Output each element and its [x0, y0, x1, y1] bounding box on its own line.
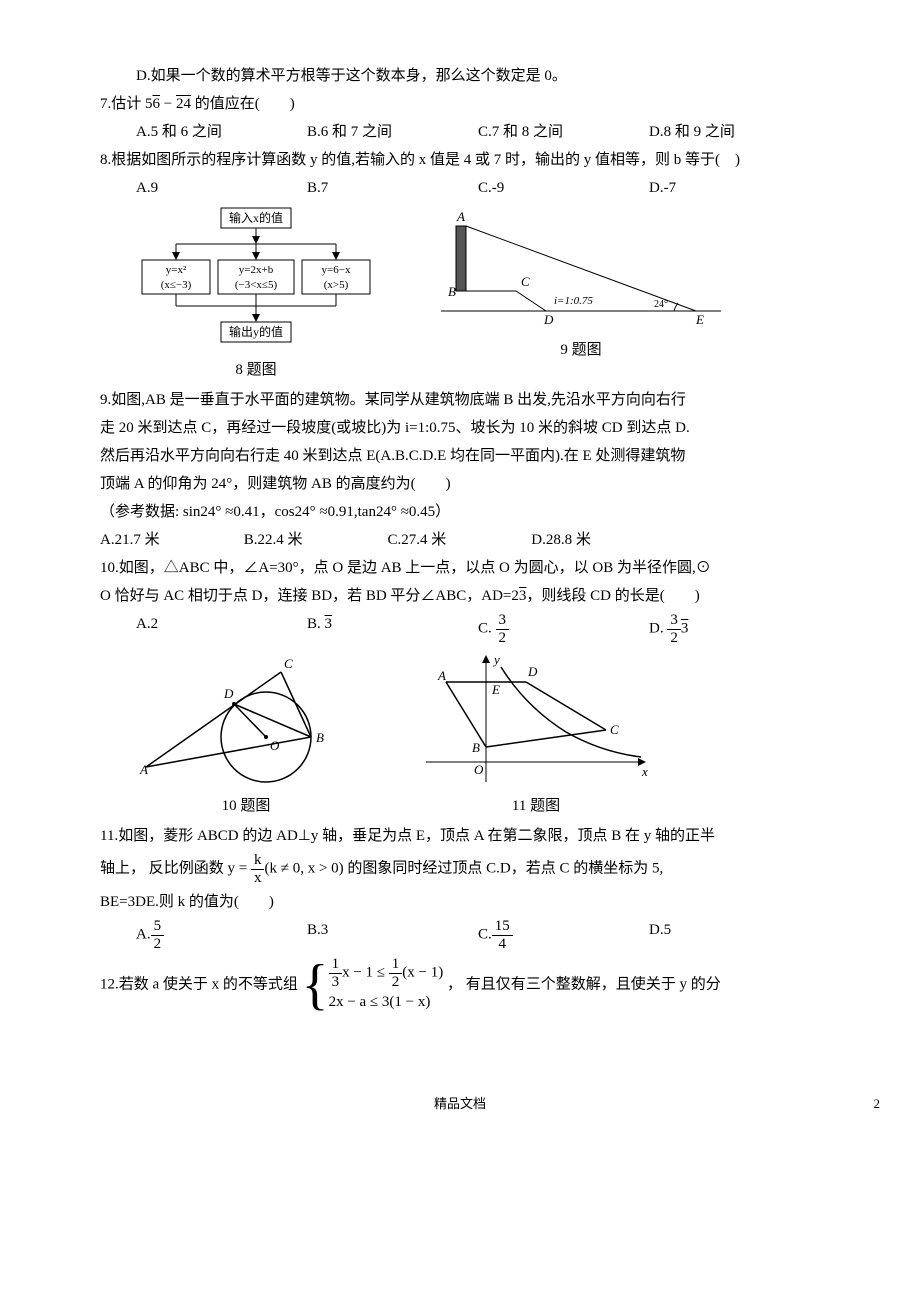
- q11-options: A.52 B.3 C.154 D.5: [136, 918, 820, 952]
- q9-ref: （参考数据: sin24° ≈0.41，cos24° ≈0.91,tan24° …: [100, 500, 820, 524]
- footer-text: 精品文档: [434, 1096, 486, 1111]
- q10-option-d: D. 323: [649, 612, 820, 646]
- q11-option-b: B.3: [307, 918, 478, 952]
- q8-option-a: A.9: [136, 176, 307, 200]
- q10-option-b: B. 3: [307, 612, 478, 646]
- svg-text:B: B: [316, 730, 324, 745]
- svg-text:A: A: [437, 668, 446, 683]
- q8-figure: 输入x的值 y=x² (x≤−3) y=2x+b (−3<x≤5) y=6−x …: [136, 206, 376, 382]
- q9-stem-2: 走 20 米到达点 C，再经过一段坡度(或坡比)为 i=1:0.75、坡长为 1…: [100, 416, 820, 440]
- svg-text:x: x: [641, 764, 648, 779]
- svg-text:D: D: [223, 686, 234, 701]
- q11-option-d: D.5: [649, 918, 820, 952]
- q9-option-a: A.21.7 米: [100, 528, 240, 552]
- q10-option-a: A.2: [136, 612, 307, 646]
- svg-text:(−3<x≤5): (−3<x≤5): [235, 279, 278, 291]
- q9-option-b: B.22.4 米: [244, 528, 384, 552]
- svg-text:D: D: [527, 664, 538, 679]
- q10-options: A.2 B. 3 C. 32 D. 323: [136, 612, 820, 646]
- svg-text:A: A: [456, 209, 465, 224]
- q9-figure: A B C i=1:0.75 D E 24° 9 题图: [436, 206, 726, 382]
- q7-options: A.5 和 6 之间 B.6 和 7 之间 C.7 和 8 之间 D.8 和 9…: [136, 120, 820, 144]
- q8-figure-caption: 8 题图: [136, 358, 376, 382]
- svg-text:E: E: [491, 682, 500, 697]
- q11-figure-caption: 11 题图: [416, 794, 656, 818]
- svg-text:y=2x+b: y=2x+b: [239, 264, 274, 276]
- q11-stem-3: BE=3DE.则 k 的值为( ): [100, 890, 820, 914]
- q9-option-d: D.28.8 米: [531, 528, 671, 552]
- svg-text:y=6−x: y=6−x: [322, 264, 351, 276]
- svg-text:C: C: [521, 274, 530, 289]
- q8-option-d: D.-7: [649, 176, 820, 200]
- q9-stem-3: 然后再沿水平方向向右行走 40 米到达点 E(A.B.C.D.E 均在同一平面内…: [100, 444, 820, 468]
- svg-text:B: B: [472, 740, 480, 755]
- svg-text:输出y的值: 输出y的值: [229, 324, 283, 339]
- svg-text:(x>5): (x>5): [324, 279, 349, 291]
- q9-stem-4: 顶端 A 的仰角为 24°，则建筑物 AB 的高度约为( ): [100, 472, 820, 496]
- q8-options: A.9 B.7 C.-9 D.-7: [136, 176, 820, 200]
- q7-option-b: B.6 和 7 之间: [307, 120, 478, 144]
- q8-stem: 8.根据如图所示的程序计算函数 y 的值,若输入的 x 值是 4 或 7 时，输…: [100, 148, 820, 172]
- svg-text:D: D: [543, 312, 554, 327]
- svg-text:C: C: [610, 722, 619, 737]
- q7-option-d: D.8 和 9 之间: [649, 120, 820, 144]
- q10-figure: O A B C D 10 题图: [136, 652, 356, 818]
- q9-stem-1: 9.如图,AB 是一垂直于水平面的建筑物。某同学从建筑物底端 B 出发,先沿水平…: [100, 388, 820, 412]
- svg-text:y=x²: y=x²: [166, 264, 187, 276]
- svg-text:y: y: [492, 652, 500, 667]
- svg-text:C: C: [284, 656, 293, 671]
- page-number: 2: [874, 1094, 881, 1115]
- q9-options: A.21.7 米 B.22.4 米 C.27.4 米 D.28.8 米: [100, 528, 820, 552]
- svg-text:O: O: [474, 762, 484, 777]
- q10-stem-1: 10.如图，△ABC 中，∠A=30°，点 O 是边 AB 上一点，以点 O 为…: [100, 556, 820, 580]
- q11-option-a: A.52: [136, 918, 307, 952]
- q7-stem: 7.估计 56 − 24 的值应在( ): [100, 92, 820, 116]
- q10-stem-2: O 恰好与 AC 相切于点 D，连接 BD，若 BD 平分∠ABC，AD=23，…: [100, 584, 820, 608]
- q12-stem: 12.若数 a 使关于 x 的不等式组 { 13x − 1 ≤ 12(x − 1…: [100, 956, 820, 1014]
- svg-text:(x≤−3): (x≤−3): [161, 279, 192, 291]
- q11-figure: x y O A D C B E 11 题图: [416, 652, 656, 818]
- svg-text:B: B: [448, 284, 456, 299]
- q10-figure-caption: 10 题图: [136, 794, 356, 818]
- q9-figure-caption: 9 题图: [436, 338, 726, 362]
- q8-option-c: C.-9: [478, 176, 649, 200]
- q7-option-c: C.7 和 8 之间: [478, 120, 649, 144]
- q6-option-d: D.如果一个数的算术平方根等于这个数本身，那么这个数定是 0。: [100, 64, 820, 88]
- flow-input-label: 输入x的值: [229, 210, 283, 225]
- q9-option-c: C.27.4 米: [388, 528, 528, 552]
- q7-option-a: A.5 和 6 之间: [136, 120, 307, 144]
- q11-stem-1: 11.如图，菱形 ABCD 的边 AD⊥y 轴，垂足为点 E，顶点 A 在第二象…: [100, 824, 820, 848]
- q11-option-c: C.154: [478, 918, 649, 952]
- svg-text:O: O: [270, 738, 280, 753]
- q10-option-c: C. 32: [478, 612, 649, 646]
- svg-text:i=1:0.75: i=1:0.75: [554, 295, 593, 307]
- q8-option-b: B.7: [307, 176, 478, 200]
- svg-text:A: A: [139, 762, 148, 777]
- svg-text:E: E: [695, 312, 704, 327]
- page-footer: 精品文档 2: [100, 1094, 820, 1115]
- svg-text:24°: 24°: [654, 299, 668, 310]
- q11-stem-2: 轴上， 反比例函数 y = kx(k ≠ 0, x > 0) 的图象同时经过顶点…: [100, 852, 820, 886]
